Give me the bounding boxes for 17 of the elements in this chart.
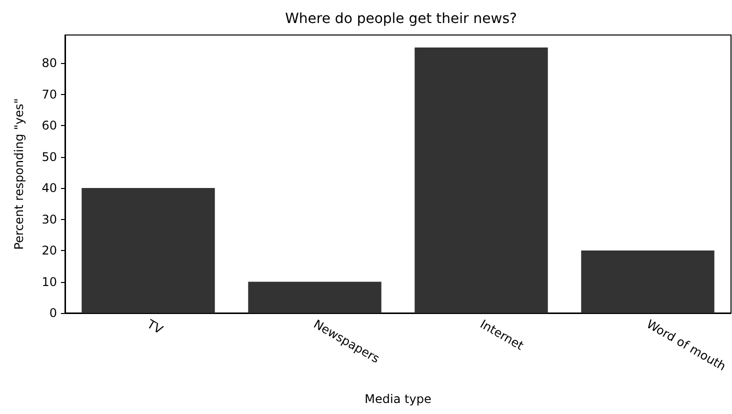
x-axis-title: Media type [364, 392, 432, 406]
y-tick-label: 50 [42, 150, 57, 164]
y-tick-label: 40 [42, 181, 57, 196]
y-tick-label: 20 [42, 244, 57, 258]
x-tick-label: TV [144, 316, 166, 338]
y-tick-label: 80 [42, 56, 57, 70]
y-tick-label: 10 [42, 274, 57, 289]
y-tick-label: 70 [42, 87, 57, 102]
y-tick-label: 30 [42, 212, 57, 226]
y-tick-label: 60 [42, 118, 57, 133]
y-axis-title: Percent responding "yes" [12, 98, 26, 250]
bar [414, 47, 548, 313]
bar [248, 282, 382, 313]
bar [581, 250, 714, 313]
chart-title: Where do people get their news? [285, 11, 517, 27]
bar [82, 188, 215, 313]
y-tick-label: 0 [49, 306, 57, 320]
